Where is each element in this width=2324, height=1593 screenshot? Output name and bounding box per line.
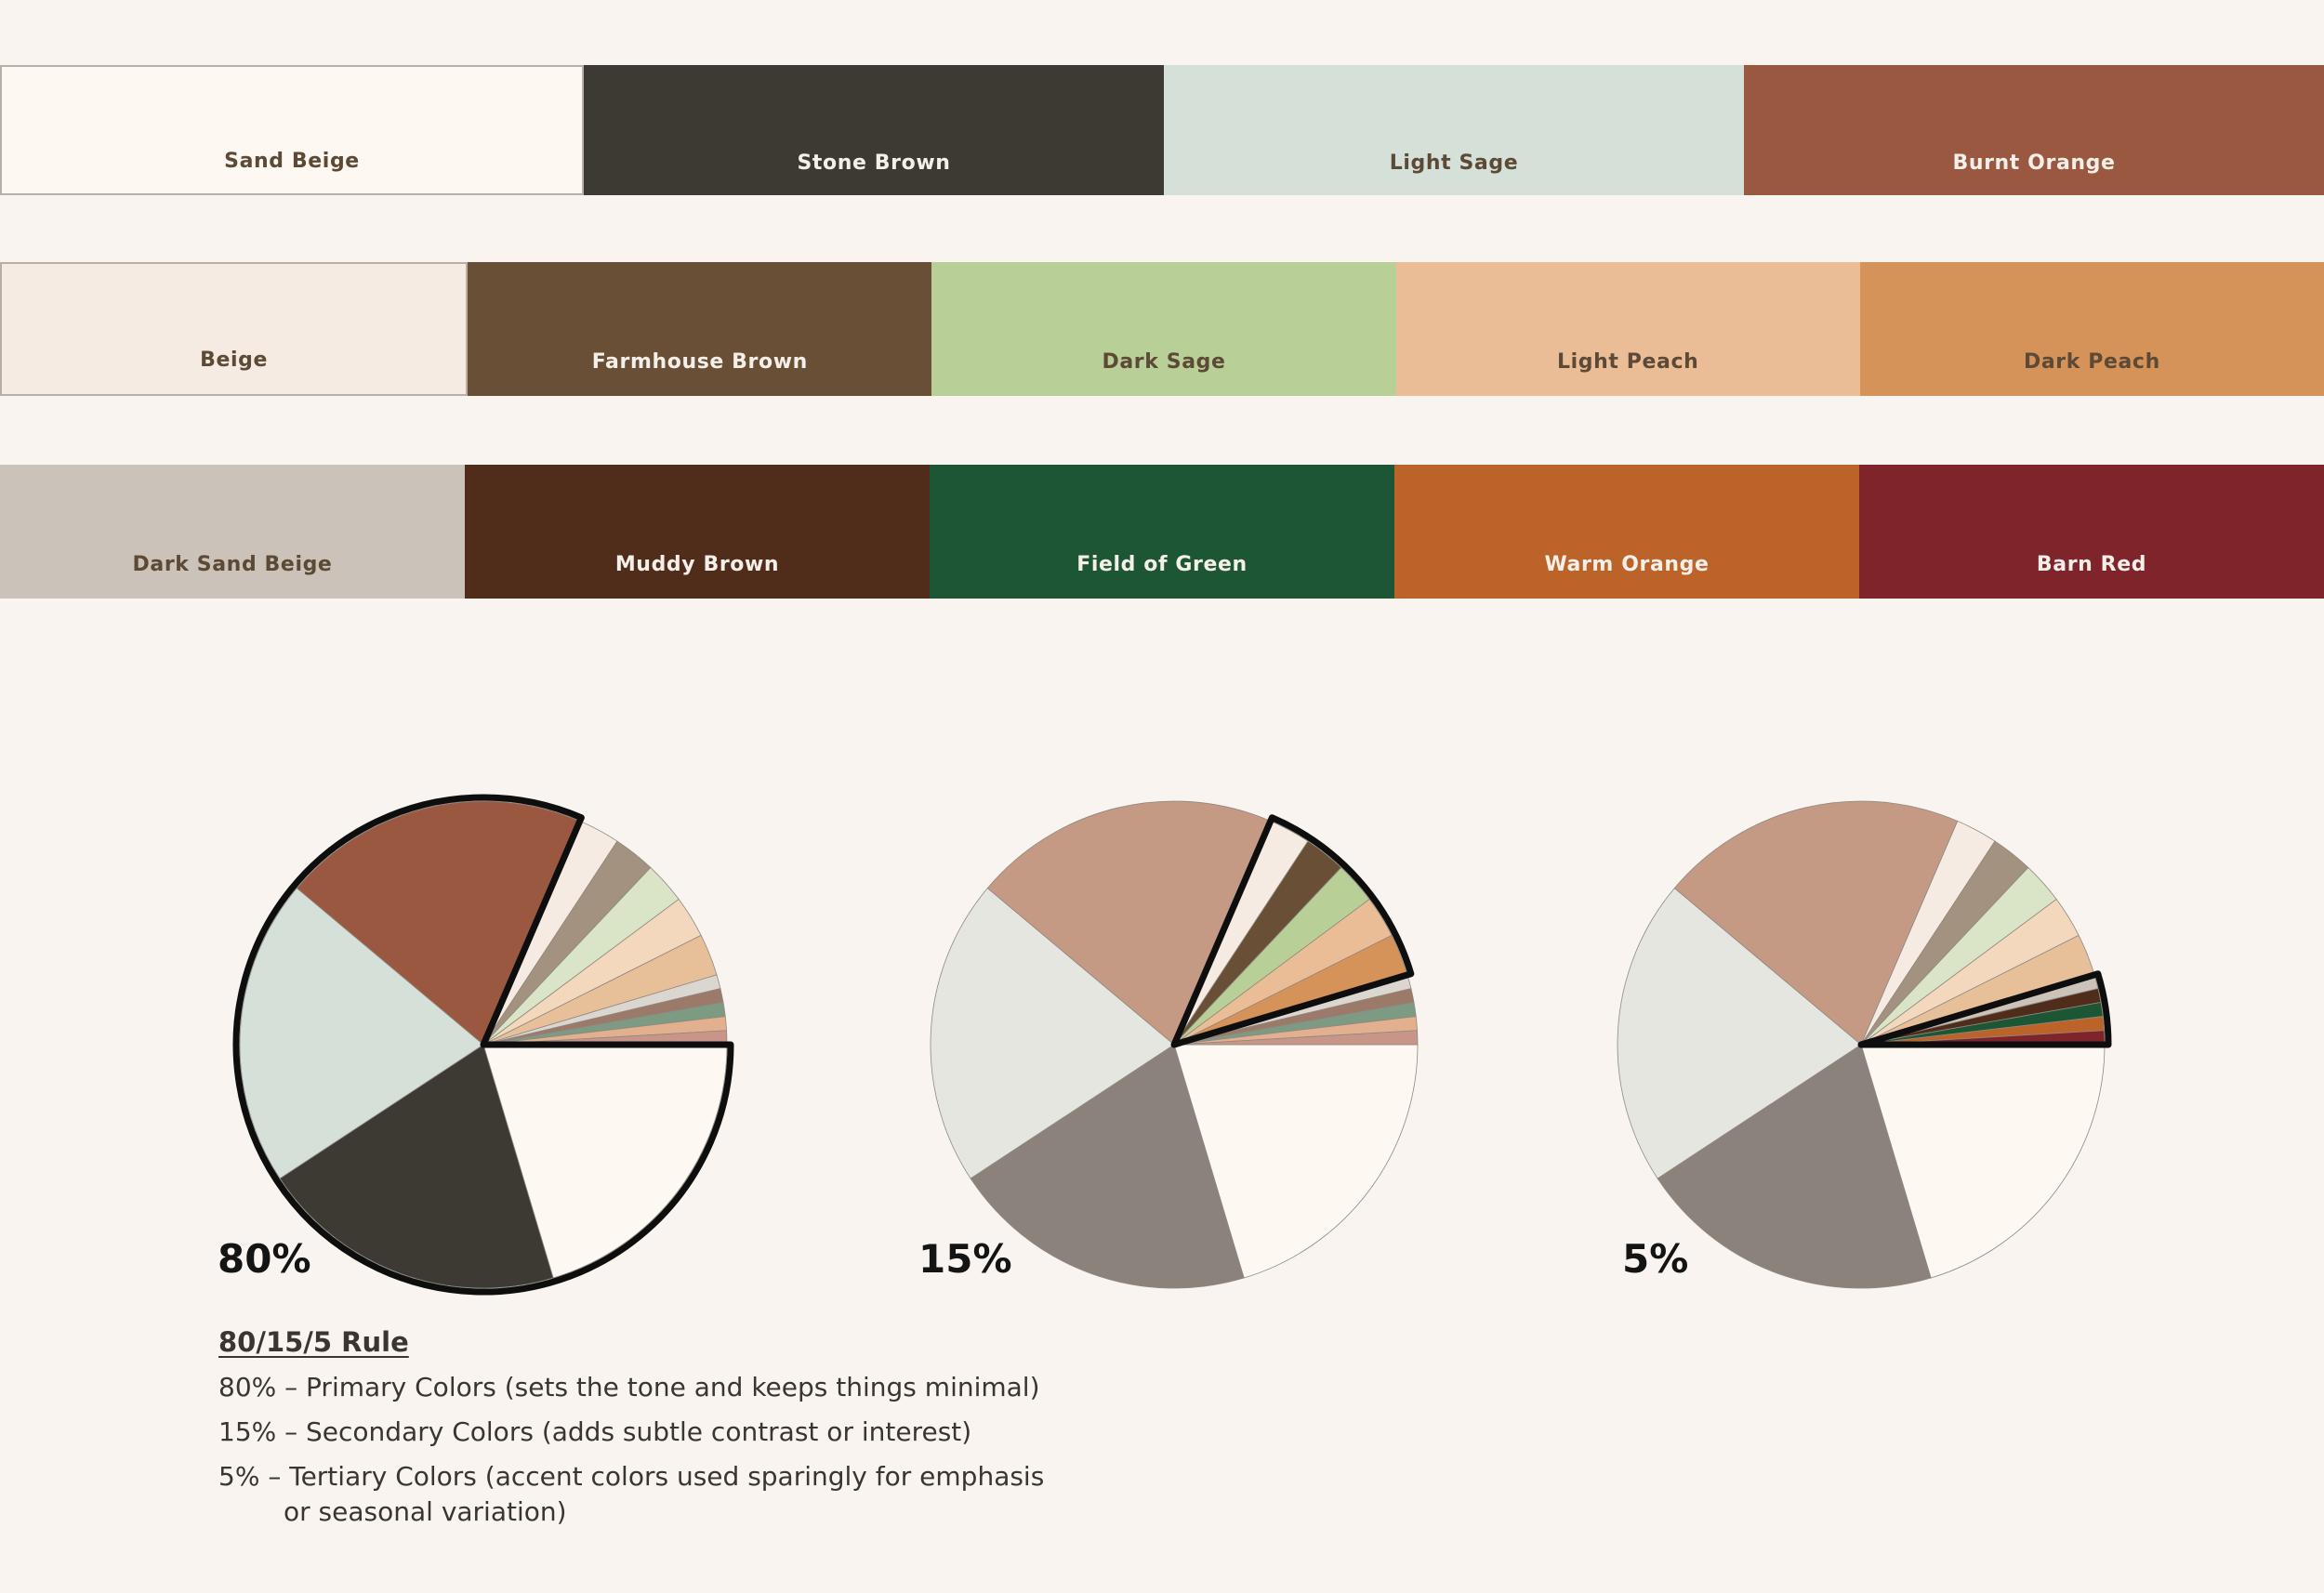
swatch-label: Field of Green — [1076, 553, 1248, 576]
pie-slice-tertiary — [1173, 1030, 1419, 1046]
swatch-farmhouse-brown: Farmhouse Brown — [468, 262, 932, 396]
pie-slice-primary — [1617, 888, 1862, 1179]
swatch-light-sage: Light Sage — [1164, 65, 1744, 195]
swatch-field-of-green: Field of Green — [930, 465, 1394, 599]
rule-line-tertiary-continued: or seasonal variation) — [284, 1496, 567, 1527]
palette-row-secondary: Beige Farmhouse Brown Dark Sage Light Pe… — [0, 262, 2324, 396]
swatch-label: Sand Beige — [224, 150, 360, 173]
pie-label-secondary: 15% — [918, 1236, 1012, 1282]
swatch-dark-sage: Dark Sage — [931, 262, 1396, 396]
pie-chart-primary — [232, 794, 734, 1296]
swatch-burnt-orange: Burnt Orange — [1744, 65, 2324, 195]
swatch-label: Stone Brown — [797, 151, 951, 175]
swatch-warm-orange: Warm Orange — [1394, 465, 1859, 599]
rule-line-tertiary-text: 5% – Tertiary Colors (accent colors used… — [218, 1461, 1045, 1492]
pie-label-primary: 80% — [218, 1236, 311, 1282]
swatch-muddy-brown: Muddy Brown — [465, 465, 930, 599]
palette-row-tertiary: Dark Sand Beige Muddy Brown Field of Gre… — [0, 465, 2324, 599]
pie-slice-primary — [1173, 1044, 1419, 1279]
pie-slice-primary — [1860, 1044, 2106, 1279]
rule-line-secondary: 15% – Secondary Colors (adds subtle cont… — [218, 1416, 972, 1447]
swatch-label: Light Sage — [1389, 151, 1519, 175]
pie-slice-primary — [279, 1044, 554, 1289]
pie-slice-primary — [970, 1044, 1245, 1289]
pie-slice-primary — [239, 888, 484, 1179]
swatch-dark-sand-beige: Dark Sand Beige — [0, 465, 465, 599]
swatch-label: Barn Red — [2036, 553, 2147, 576]
swatch-label: Light Peach — [1557, 350, 1699, 374]
swatch-dark-peach: Dark Peach — [1859, 262, 2324, 396]
swatch-stone-brown: Stone Brown — [584, 65, 1164, 195]
pie-chart-secondary — [930, 800, 1419, 1289]
swatch-light-peach: Light Peach — [1395, 262, 1860, 396]
pie-highlight-outline — [1170, 814, 1415, 1048]
swatch-beige: Beige — [0, 262, 469, 396]
swatch-label: Dark Sage — [1102, 350, 1226, 374]
pie-label-tertiary: 5% — [1622, 1236, 1689, 1282]
swatch-sand-beige: Sand Beige — [0, 65, 584, 195]
pie-slice-primary — [482, 1044, 728, 1279]
swatch-barn-red: Barn Red — [1859, 465, 2324, 599]
pie-highlight-outline — [1857, 970, 2112, 1048]
palette-row-primary: Sand Beige Stone Brown Light Sage Burnt … — [0, 65, 2324, 195]
rule-line-tertiary: 5% – Tertiary Colors (accent colors used… — [218, 1459, 1427, 1530]
swatch-label: Dark Sand Beige — [132, 553, 333, 576]
rule-line-primary: 80% – Primary Colors (sets the tone and … — [218, 1372, 1040, 1402]
pie-chart-tertiary — [1617, 800, 2112, 1289]
swatch-label: Burnt Orange — [1952, 151, 2116, 175]
swatch-label: Muddy Brown — [614, 553, 780, 576]
swatch-label: Beige — [200, 349, 269, 372]
swatch-label: Farmhouse Brown — [591, 350, 808, 374]
pie-highlight-outline — [232, 794, 734, 1296]
pie-slice-primary — [930, 888, 1175, 1179]
swatch-label: Warm Orange — [1544, 553, 1710, 576]
pie-slice-primary — [1657, 1044, 1932, 1289]
swatch-label: Dark Peach — [2023, 350, 2160, 374]
rule-title: 80/15/5 Rule — [218, 1326, 409, 1358]
rule-description: 80/15/5 Rule 80% – Primary Colors (sets … — [218, 1323, 1427, 1539]
pie-slice-primary — [1673, 800, 1959, 1046]
